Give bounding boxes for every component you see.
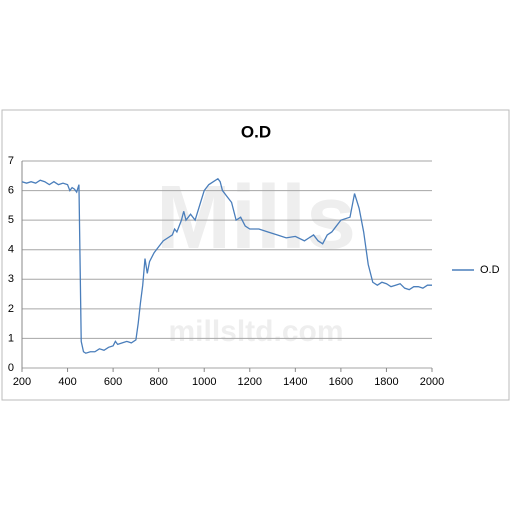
legend-label: O.D [480, 264, 500, 276]
watermark: millsltd.com [168, 315, 343, 348]
y-tick-label: 6 [8, 184, 14, 196]
x-tick-label: 1200 [238, 376, 262, 388]
x-tick-label: 200 [13, 376, 31, 388]
x-tick-label: 1400 [283, 376, 307, 388]
y-tick-label: 4 [8, 244, 14, 256]
x-tick-label: 1600 [329, 376, 353, 388]
x-tick-label: 600 [104, 376, 122, 388]
y-tick-label: 3 [8, 273, 14, 285]
y-tick-label: 1 [8, 332, 14, 344]
x-tick-label: 1800 [374, 376, 398, 388]
x-tick-label: 800 [149, 376, 167, 388]
watermark: Mills [156, 168, 356, 268]
x-tick-label: 1000 [192, 376, 216, 388]
y-tick-label: 7 [8, 155, 14, 167]
chart-frame [1, 109, 510, 401]
x-tick-label: 400 [58, 376, 76, 388]
data-line [21, 177, 432, 354]
x-tick-label: 2000 [420, 376, 444, 388]
y-tick-label: 0 [8, 362, 14, 374]
y-tick-label: 5 [8, 214, 14, 226]
y-tick-label: 2 [8, 303, 14, 315]
chart-title: O.D [241, 122, 271, 141]
